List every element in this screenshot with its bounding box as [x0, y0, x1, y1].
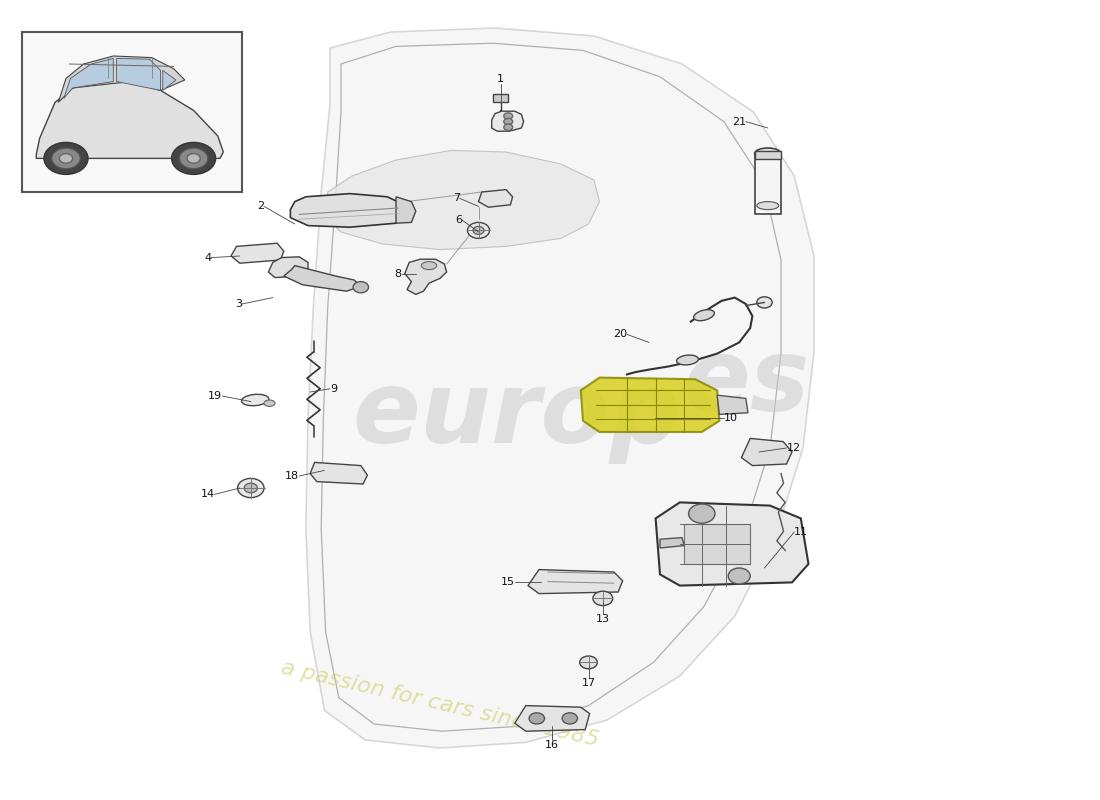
Bar: [755, 154, 781, 214]
Polygon shape: [581, 378, 719, 432]
Ellipse shape: [694, 310, 714, 321]
Polygon shape: [656, 502, 808, 586]
Polygon shape: [310, 462, 367, 484]
Text: 1: 1: [497, 74, 504, 84]
Circle shape: [504, 113, 513, 119]
Circle shape: [580, 656, 597, 669]
Circle shape: [473, 226, 484, 234]
Polygon shape: [306, 28, 814, 748]
Polygon shape: [478, 190, 513, 207]
Text: 4: 4: [205, 253, 211, 262]
Circle shape: [562, 713, 578, 724]
Circle shape: [504, 124, 513, 130]
Polygon shape: [515, 706, 590, 731]
Polygon shape: [324, 150, 600, 250]
Ellipse shape: [242, 394, 268, 406]
Circle shape: [179, 148, 208, 169]
Text: 3: 3: [235, 299, 242, 309]
Text: 12: 12: [786, 443, 801, 453]
Circle shape: [353, 282, 369, 293]
Circle shape: [757, 297, 772, 308]
Text: 14: 14: [200, 490, 214, 499]
Circle shape: [504, 118, 513, 125]
Circle shape: [244, 483, 257, 493]
Polygon shape: [396, 197, 416, 223]
Text: a passion for cars since 1985: a passion for cars since 1985: [279, 658, 601, 750]
Circle shape: [529, 713, 544, 724]
Circle shape: [52, 148, 80, 169]
Ellipse shape: [264, 400, 275, 406]
Bar: [22, 32, 242, 192]
Text: 11: 11: [794, 527, 808, 537]
Circle shape: [187, 154, 200, 163]
Circle shape: [172, 142, 216, 174]
Circle shape: [238, 478, 264, 498]
Text: 18: 18: [285, 471, 299, 481]
Polygon shape: [64, 58, 113, 98]
Ellipse shape: [757, 202, 779, 210]
Polygon shape: [492, 111, 524, 131]
Circle shape: [468, 222, 490, 238]
Circle shape: [44, 142, 88, 174]
Polygon shape: [58, 56, 185, 102]
Text: es: es: [682, 335, 810, 433]
Text: 9: 9: [330, 384, 337, 394]
Bar: [755, 151, 781, 159]
Polygon shape: [493, 94, 508, 102]
Text: 20: 20: [613, 330, 627, 339]
Circle shape: [59, 154, 73, 163]
Polygon shape: [528, 570, 623, 594]
Ellipse shape: [755, 148, 781, 159]
Text: 16: 16: [546, 740, 559, 750]
Text: 15: 15: [500, 578, 515, 587]
Polygon shape: [405, 259, 447, 294]
Polygon shape: [741, 438, 792, 466]
Polygon shape: [36, 82, 223, 158]
Text: 8: 8: [395, 269, 402, 278]
Ellipse shape: [676, 355, 698, 365]
Text: 17: 17: [582, 678, 595, 688]
Polygon shape: [284, 266, 361, 291]
Text: europ: europ: [352, 367, 681, 465]
Circle shape: [689, 504, 715, 523]
Ellipse shape: [421, 262, 437, 270]
Circle shape: [728, 568, 750, 584]
Polygon shape: [268, 257, 308, 278]
Bar: [684, 524, 750, 564]
Circle shape: [593, 591, 613, 606]
Polygon shape: [660, 538, 684, 548]
Polygon shape: [231, 243, 284, 263]
Text: 10: 10: [724, 413, 738, 422]
Polygon shape: [290, 194, 405, 227]
Text: 13: 13: [596, 614, 609, 624]
Text: 6: 6: [455, 215, 462, 225]
Polygon shape: [163, 70, 176, 90]
Text: 2: 2: [257, 202, 264, 211]
Text: 7: 7: [453, 194, 460, 203]
Polygon shape: [717, 395, 748, 414]
Text: 19: 19: [208, 391, 222, 401]
Text: 21: 21: [732, 117, 746, 126]
Polygon shape: [117, 58, 161, 90]
